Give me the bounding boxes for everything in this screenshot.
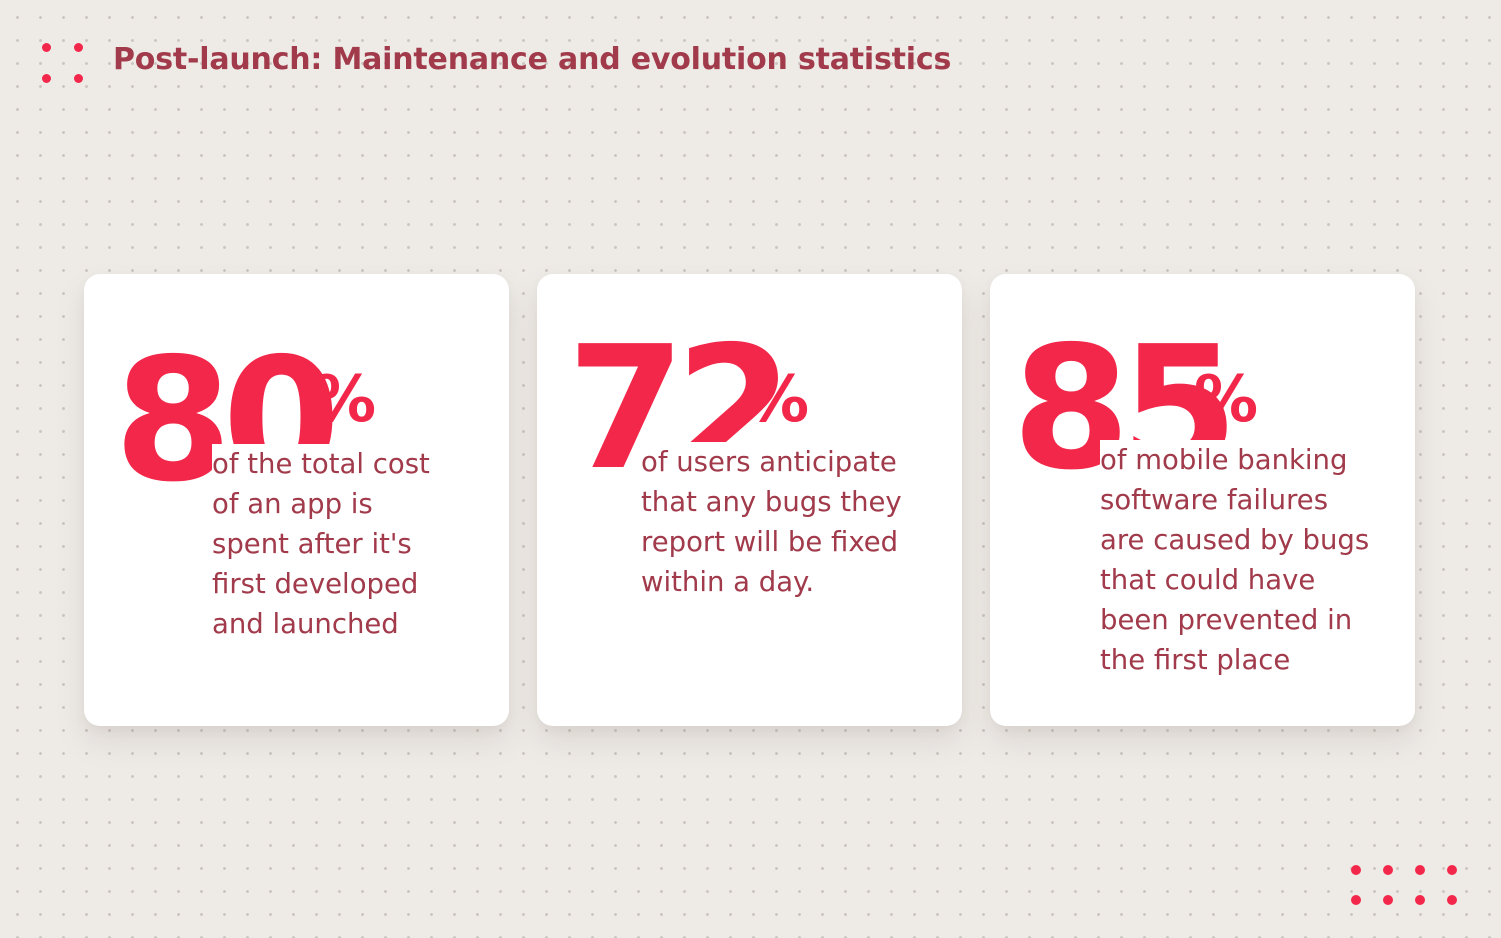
stat-percent: % bbox=[1194, 363, 1259, 437]
stat-description-line: been prevented in bbox=[1100, 604, 1353, 636]
stat-description: of mobile banking software failures are … bbox=[1100, 440, 1374, 680]
stat-description-line: of users anticipate bbox=[641, 446, 897, 478]
stat-description: of users anticipate that any bugs they r… bbox=[641, 442, 906, 602]
stat-description-line: the first place bbox=[1100, 644, 1291, 676]
stat-description-line: are caused by bugs bbox=[1100, 524, 1370, 556]
dot-grid-logo-icon bbox=[38, 40, 88, 86]
stat-percent: % bbox=[745, 363, 810, 437]
page-title: Post-launch: Maintenance and evolution s… bbox=[113, 42, 952, 77]
stat-description: of the total cost of an app is spent aft… bbox=[212, 444, 434, 644]
stat-description-line: of mobile banking bbox=[1100, 444, 1348, 476]
stat-description-line: within a day. bbox=[641, 566, 815, 598]
stat-description-line: and launched bbox=[212, 608, 399, 640]
stat-description-line: spent after it's bbox=[212, 528, 412, 560]
stat-description-line: that could have bbox=[1100, 564, 1316, 596]
stat-card: 72 % of users anticipate that any bugs t… bbox=[537, 274, 962, 726]
stat-description-line: software failures bbox=[1100, 484, 1329, 516]
stat-description-line: that any bugs they bbox=[641, 486, 902, 518]
stat-description-line: of an app is bbox=[212, 488, 373, 520]
stat-card: 85 % of mobile banking software failures… bbox=[990, 274, 1415, 726]
stat-description-line: report will be fixed bbox=[641, 526, 899, 558]
stat-percent: % bbox=[312, 363, 377, 437]
dot-grid-decoration-icon bbox=[1350, 862, 1465, 908]
stat-description-line: of the total cost bbox=[212, 448, 430, 480]
stat-card: 80 % of the total cost of an app is spen… bbox=[84, 274, 509, 726]
stat-description-line: first developed bbox=[212, 568, 419, 600]
